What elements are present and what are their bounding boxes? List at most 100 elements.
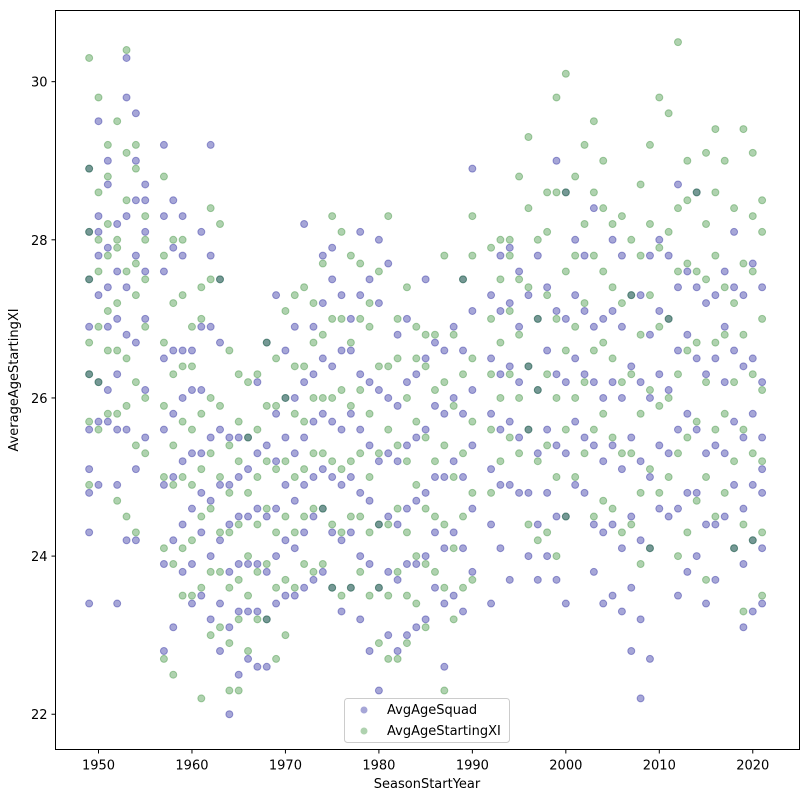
data-point-xi (206, 449, 215, 458)
data-point-squad (449, 322, 458, 331)
data-point-xi (468, 417, 477, 426)
data-point-xi (449, 544, 458, 553)
data-point-xi (85, 417, 94, 426)
data-point-xi (655, 93, 664, 102)
data-point-xi (552, 188, 561, 197)
data-point-squad (234, 560, 243, 569)
data-point-squad (337, 480, 346, 489)
data-point-squad (309, 417, 318, 426)
data-point-squad (430, 528, 439, 537)
data-point-xi (533, 536, 542, 545)
data-point-xi (328, 212, 337, 221)
data-point-xi (561, 512, 570, 521)
data-point-squad (402, 631, 411, 640)
data-point-xi (374, 449, 383, 458)
data-point-squad (655, 235, 664, 244)
data-point-squad (655, 306, 664, 315)
data-point-squad (571, 417, 580, 426)
data-point-xi (440, 378, 449, 387)
data-point-squad (459, 409, 468, 418)
data-point-xi (655, 401, 664, 410)
data-point-xi (272, 583, 281, 592)
data-point-squad (122, 93, 131, 102)
data-point-squad (440, 409, 449, 418)
data-point-xi (356, 386, 365, 395)
data-point-xi (748, 267, 757, 276)
data-point-xi (543, 528, 552, 537)
data-point-squad (580, 488, 589, 497)
data-point-xi (599, 156, 608, 165)
data-point-squad (262, 338, 271, 347)
data-point-xi (505, 433, 514, 442)
data-point-xi (234, 575, 243, 584)
data-point-squad (393, 330, 402, 339)
data-point-xi (524, 362, 533, 371)
data-point-xi (739, 125, 748, 134)
data-point-squad (711, 575, 720, 584)
data-point-squad (543, 552, 552, 561)
data-point-xi (730, 299, 739, 308)
data-point-xi (627, 370, 636, 379)
data-point-squad (169, 243, 178, 252)
data-point-squad (720, 267, 729, 276)
data-point-squad (365, 646, 374, 655)
data-point-squad (421, 488, 430, 497)
data-point-squad (384, 393, 393, 402)
data-point-xi (131, 528, 140, 537)
data-point-squad (421, 425, 430, 434)
data-point-squad (683, 330, 692, 339)
data-point-squad (244, 512, 253, 521)
data-point-squad (122, 330, 131, 339)
data-point-squad (309, 473, 318, 482)
data-point-xi (730, 204, 739, 213)
y-tick-label: 22 (31, 708, 48, 723)
data-point-squad (487, 520, 496, 529)
data-point-xi (692, 267, 701, 276)
data-point-squad (131, 536, 140, 545)
data-point-xi (300, 283, 309, 292)
data-point-squad (113, 267, 122, 276)
data-point-squad (505, 299, 514, 308)
data-point-squad (748, 354, 757, 363)
data-point-squad (187, 386, 196, 395)
data-point-xi (683, 528, 692, 537)
data-point-xi (281, 575, 290, 584)
data-point-squad (468, 386, 477, 395)
data-point-squad (169, 536, 178, 545)
data-point-squad (169, 473, 178, 482)
data-point-xi (459, 583, 468, 592)
data-point-xi (645, 219, 654, 228)
data-point-squad (374, 457, 383, 466)
data-point-squad (692, 188, 701, 197)
data-point-xi (589, 512, 598, 521)
data-point-squad (281, 433, 290, 442)
data-point-squad (85, 164, 94, 173)
data-point-squad (187, 449, 196, 458)
data-point-squad (449, 457, 458, 466)
plot-frame (55, 10, 800, 750)
data-point-squad (253, 607, 262, 616)
data-point-xi (487, 314, 496, 323)
data-point-xi (720, 156, 729, 165)
data-point-xi (580, 140, 589, 149)
data-point-xi (702, 148, 711, 157)
data-point-xi (449, 615, 458, 624)
data-point-xi (739, 330, 748, 339)
data-point-squad (692, 425, 701, 434)
data-point-xi (683, 196, 692, 205)
data-point-squad (608, 235, 617, 244)
data-point-xi (225, 639, 234, 648)
data-point-squad (440, 346, 449, 355)
data-point-xi (141, 322, 150, 331)
data-point-xi (440, 686, 449, 695)
data-point-xi (702, 275, 711, 284)
data-point-squad (374, 686, 383, 695)
data-point-squad (141, 227, 150, 236)
data-point-xi (758, 314, 767, 323)
data-point-xi (337, 591, 346, 600)
data-point-squad (178, 212, 187, 221)
data-point-squad (505, 362, 514, 371)
data-point-xi (739, 425, 748, 434)
